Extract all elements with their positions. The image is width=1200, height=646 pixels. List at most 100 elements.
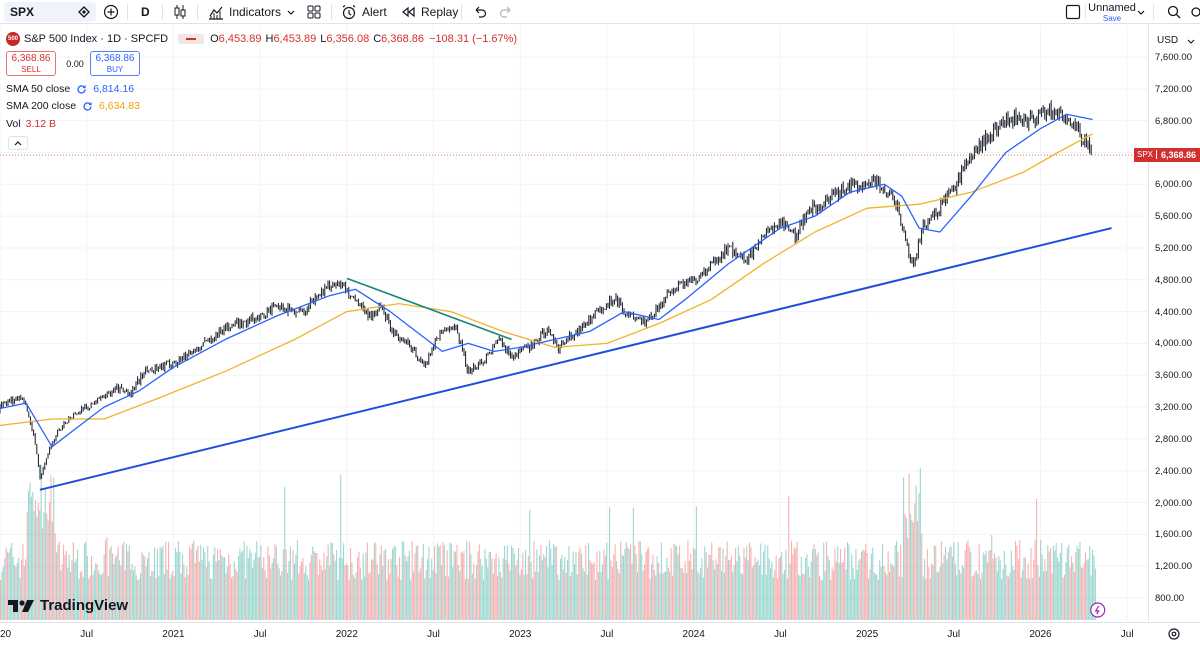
volume-bar xyxy=(891,564,893,620)
volume-bar xyxy=(446,550,448,620)
volume-bar xyxy=(50,475,52,620)
volume-bar xyxy=(30,496,32,620)
volume-bar xyxy=(630,544,632,620)
save-dropdown-icon[interactable] xyxy=(1136,0,1146,24)
volume-bar xyxy=(1055,542,1057,620)
sell-button[interactable]: 6,368.86 SELL xyxy=(6,51,56,76)
sma50-legend[interactable]: SMA 50 close 6,814.16 xyxy=(6,82,134,96)
volume-bar xyxy=(697,570,699,620)
volume-bar xyxy=(96,564,98,620)
volume-bar xyxy=(798,574,800,620)
indicators-button[interactable]: Indicators xyxy=(208,0,281,24)
volume-bar xyxy=(110,545,112,620)
volume-bar xyxy=(807,566,809,620)
volume-bar xyxy=(259,557,261,620)
indicators-dropdown-icon[interactable] xyxy=(286,0,296,24)
volume-bar xyxy=(775,555,777,620)
fullscreen-icon[interactable] xyxy=(1065,0,1081,24)
volume-bar xyxy=(816,555,818,620)
price-axis[interactable]: USD 7,600.007,200.006,800.006,400.006,00… xyxy=(1134,25,1200,621)
volume-bar xyxy=(728,559,730,620)
currency-label[interactable]: USD xyxy=(1157,35,1179,46)
volume-bar xyxy=(422,543,424,620)
volume-bar xyxy=(723,572,725,620)
volume-bar xyxy=(385,549,387,620)
volume-bar xyxy=(152,571,154,620)
settings-icon[interactable] xyxy=(1188,0,1200,24)
volume-bar xyxy=(576,574,578,620)
volume-bar xyxy=(102,573,104,620)
sma200-refresh-icon[interactable] xyxy=(82,101,93,112)
time-tick-label: 2025 xyxy=(855,629,879,640)
interval-button[interactable]: D xyxy=(141,5,150,19)
volume-bar xyxy=(998,556,1000,620)
volume-bar xyxy=(1078,548,1080,620)
replay-button[interactable]: Replay xyxy=(400,0,458,24)
volume-bar xyxy=(641,554,643,620)
time-axis[interactable]: 2020 Jul 2021 Jul 2022 Jul 2023 Jul 2024 Jul 2025 J… xyxy=(0,622,1200,646)
volume-bar xyxy=(812,549,814,620)
collapse-legend-button[interactable] xyxy=(8,136,28,150)
volume-bar xyxy=(569,575,571,620)
volume-bar xyxy=(889,572,891,620)
sma50-refresh-icon[interactable] xyxy=(76,84,87,95)
volume-bar xyxy=(751,567,753,620)
volume-legend[interactable]: Vol 3.12 B xyxy=(6,117,56,131)
undo-icon[interactable] xyxy=(472,0,488,24)
volume-bar xyxy=(617,568,619,620)
sma200-legend[interactable]: SMA 200 close 6,634.83 xyxy=(6,99,140,113)
volume-bar xyxy=(285,549,287,620)
volume-bar xyxy=(924,558,926,620)
candles-icon[interactable] xyxy=(172,0,188,24)
volume-bar xyxy=(60,570,62,620)
volume-bar xyxy=(457,565,459,620)
volume-bar xyxy=(841,562,843,620)
volume-bar xyxy=(204,552,206,620)
volume-bar xyxy=(870,553,872,620)
buy-button[interactable]: 6,368.86 BUY xyxy=(90,51,140,76)
layouts-icon[interactable] xyxy=(306,0,322,24)
layout-save-button[interactable]: Unnamed Save xyxy=(1088,0,1136,24)
currency-dropdown-icon[interactable] xyxy=(1187,37,1195,45)
volume-bar xyxy=(705,552,707,620)
market-status-icon[interactable] xyxy=(178,34,205,44)
time-tick-label: Jul xyxy=(947,629,961,640)
volume-bar xyxy=(649,578,651,620)
alert-button[interactable]: Alert xyxy=(341,0,387,24)
volume-bar xyxy=(25,559,27,620)
sell-label: SELL xyxy=(21,65,41,74)
volume-bar xyxy=(589,560,591,620)
series-title[interactable]: S&P 500 Index · 1D · SPCFD xyxy=(24,33,169,45)
volume-bar xyxy=(145,566,147,620)
axis-settings-icon[interactable] xyxy=(1167,627,1181,641)
volume-bar xyxy=(308,579,310,620)
volume-bar xyxy=(845,569,847,620)
volume-bar xyxy=(863,551,865,620)
volume-bar xyxy=(403,542,405,620)
volume-bar xyxy=(46,513,48,620)
volume-bar xyxy=(348,579,350,620)
volume-bar xyxy=(2,566,4,620)
volume-bar xyxy=(289,546,291,620)
volume-bar xyxy=(708,554,710,620)
volume-bar xyxy=(1002,569,1004,620)
volume-bar xyxy=(595,579,597,620)
volume-bar xyxy=(544,557,546,620)
quick-search-icon[interactable] xyxy=(1166,0,1182,24)
volume-bar xyxy=(961,565,963,620)
redo-icon[interactable] xyxy=(498,0,514,24)
legend-title-row: 500 S&P 500 Index · 1D · SPCFD O 6,453.89… xyxy=(6,32,518,46)
volume-bar xyxy=(835,561,837,620)
compare-add-icon[interactable] xyxy=(103,0,119,24)
volume-bar xyxy=(855,549,857,620)
volume-bar xyxy=(977,574,979,620)
symbol-search[interactable]: SPX xyxy=(4,2,96,22)
volume-bar xyxy=(907,537,909,620)
volume-bar xyxy=(84,543,86,620)
volume-bar xyxy=(852,568,854,620)
volume-bar xyxy=(702,577,704,620)
symbol-options-icon[interactable] xyxy=(76,0,92,24)
price-chart[interactable] xyxy=(0,25,1148,621)
volume-bar xyxy=(288,560,290,620)
volume-bar xyxy=(278,568,280,620)
